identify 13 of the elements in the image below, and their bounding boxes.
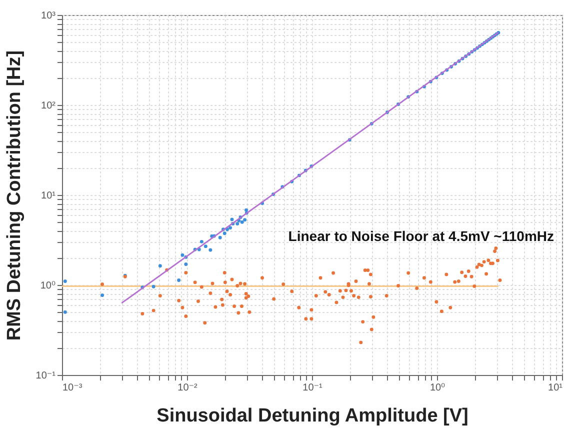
y-tick-label: 10³ xyxy=(41,10,56,22)
y-axis-title: RMS Detuning Contribution [Hz] xyxy=(4,50,25,341)
y-tick-label: 10¹ xyxy=(41,190,56,202)
x-axis-title: Sinusoidal Detuning Amplitude [V] xyxy=(156,406,468,426)
y-tick-label: 10⁰ xyxy=(40,280,56,292)
x-tick-label: 10⁻³ xyxy=(62,382,83,394)
annotation: Linear to Noise Floor at 4.5mV ~110mHz xyxy=(288,228,554,244)
x-tick-label: 10⁰ xyxy=(430,382,446,394)
x-tick-label: 10⁻¹ xyxy=(302,382,324,394)
y-tick-label: 10² xyxy=(41,100,56,112)
y-tick-label: 10⁻¹ xyxy=(36,370,56,382)
x-tick-label: 10⁻² xyxy=(178,382,198,394)
x-tick-label: 10¹ xyxy=(548,382,564,394)
